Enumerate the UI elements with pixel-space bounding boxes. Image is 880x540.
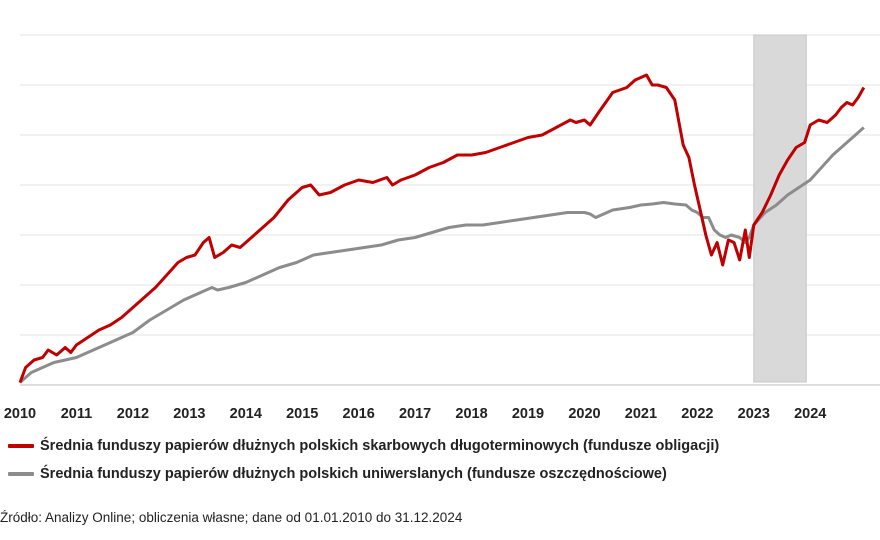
x-tick-label: 2012 [117, 406, 149, 422]
x-tick-label: 2013 [173, 406, 205, 422]
legend-item-bonds: Średnia funduszy papierów dłużnych polsk… [8, 432, 719, 460]
x-tick-label: 2023 [738, 406, 770, 422]
x-tick-label: 2017 [399, 406, 431, 422]
x-axis-ticks: 2010 2011 2012 2013 2014 2015 2016 2017 2018 2019… [4, 406, 826, 422]
line-chart: 2010 2011 2012 2013 2014 2015 2016 2017 2018 2019… [4, 34, 880, 422]
x-tick-label: 2018 [455, 406, 487, 422]
x-tick-label: 2021 [625, 406, 657, 422]
legend-item-savings: Średnia funduszy papierów dłużnych polsk… [8, 460, 719, 488]
x-tick-label: 2014 [230, 406, 262, 422]
series-line-bonds [18, 73, 866, 384]
source-note: Źródło: Analizy Online; obliczenia własn… [0, 510, 463, 525]
legend-swatch-red [8, 444, 34, 448]
legend-swatch-gray [8, 472, 34, 476]
gridlines [20, 34, 880, 386]
x-tick-label: 2016 [343, 406, 375, 422]
x-tick-label: 2020 [568, 406, 600, 422]
x-tick-label: 2011 [61, 406, 92, 422]
x-tick-label: 2022 [681, 406, 713, 422]
x-tick-label: 2015 [286, 406, 318, 422]
x-tick-label: 2024 [794, 406, 826, 422]
shaded-period-rect [753, 34, 807, 383]
legend: Średnia funduszy papierów dłużnych polsk… [8, 432, 719, 488]
series-lines [18, 73, 866, 384]
legend-label-bonds: Średnia funduszy papierów dłużnych polsk… [40, 438, 720, 454]
legend-label-savings: Średnia funduszy papierów dłużnych polsk… [40, 466, 667, 482]
x-tick-label: 2019 [512, 406, 544, 422]
x-tick-label: 2010 [4, 406, 36, 422]
shaded-period [753, 34, 807, 383]
